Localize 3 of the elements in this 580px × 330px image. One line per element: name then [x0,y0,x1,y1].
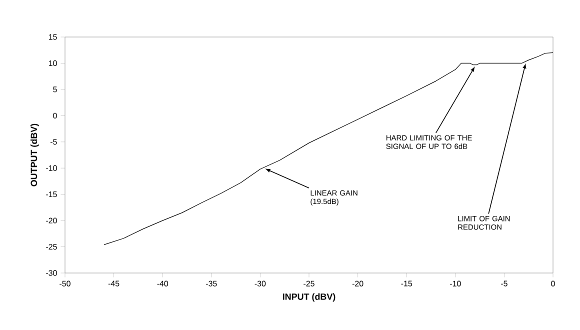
y-axis-title: OUTPUT (dBV) [30,124,39,186]
x-axis-title: INPUT (dBV) [282,293,336,302]
line-series [104,52,554,245]
